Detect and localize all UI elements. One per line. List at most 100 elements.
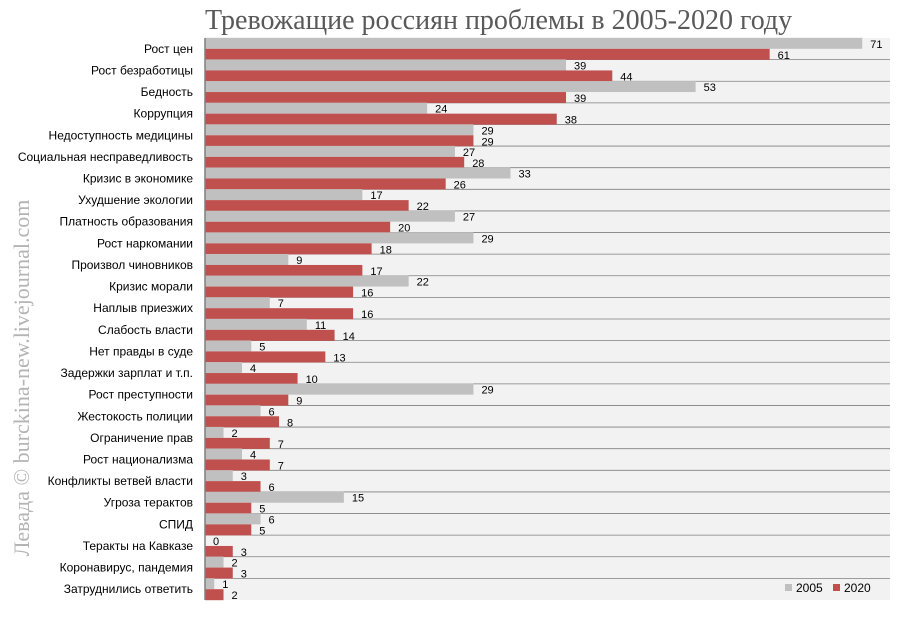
data-label-2020: 16 — [361, 309, 373, 321]
bar-2005 — [205, 297, 270, 309]
bar-2005 — [205, 232, 474, 244]
data-label-2005: 5 — [259, 341, 265, 353]
data-label-2005: 27 — [463, 147, 475, 159]
data-label-2005: 17 — [370, 190, 382, 202]
bar-2005 — [205, 124, 474, 136]
category-label: Угроза терактов — [104, 496, 193, 510]
category-label: Произвол чиновников — [71, 258, 193, 272]
bar-2005 — [205, 81, 696, 93]
legend-label-2020: 2020 — [844, 581, 871, 595]
bar-2020 — [205, 70, 613, 82]
bar-2020 — [205, 286, 354, 298]
data-label-2020: 6 — [269, 482, 275, 494]
data-label-2005: 29 — [481, 233, 493, 245]
bar-2020 — [205, 459, 270, 471]
data-label-2005: 39 — [574, 60, 586, 72]
category-label: Ограничение прав — [90, 431, 193, 445]
bar-2005 — [205, 426, 224, 438]
bar-2020 — [205, 48, 770, 60]
data-label-2005: 9 — [296, 255, 302, 267]
bar-2020 — [205, 351, 326, 363]
bar-2005 — [205, 37, 863, 49]
category-label: СПИД — [159, 517, 193, 531]
category-label: Рост преступности — [89, 388, 193, 402]
legend-swatch-2020 — [833, 584, 840, 591]
bar-2005 — [205, 383, 474, 395]
bar-2020 — [205, 92, 567, 104]
category-label: Ухудшение экологии — [78, 193, 193, 207]
data-label-2005: 11 — [315, 320, 326, 332]
category-label: Затруднились ответить — [64, 582, 193, 596]
category-label: Недоступность медицины — [49, 128, 193, 142]
category-label: Нет правды в суде — [89, 344, 193, 358]
bar-2020 — [205, 200, 409, 212]
category-label: Платность образования — [60, 215, 193, 229]
bar-2005 — [205, 318, 307, 330]
category-label: Бедность — [141, 85, 193, 99]
data-label-2020: 8 — [287, 417, 293, 429]
category-label: Рост цен — [144, 42, 193, 56]
bar-2020 — [205, 481, 261, 493]
data-label-2005: 27 — [463, 212, 475, 224]
data-label-2005: 0 — [213, 536, 219, 548]
data-label-2005: 29 — [481, 385, 493, 397]
category-label: Наплыв приезжих — [93, 301, 193, 315]
data-label-2005: 6 — [269, 514, 275, 526]
bar-2005 — [205, 340, 252, 352]
legend-label-2005: 2005 — [796, 581, 823, 595]
data-label-2020: 38 — [565, 115, 577, 127]
bar-2005 — [205, 145, 455, 157]
data-label-2020: 20 — [398, 223, 410, 235]
data-label-2020: 39 — [574, 93, 586, 105]
data-label-2020: 3 — [241, 547, 247, 559]
category-label: Кризис морали — [109, 280, 193, 294]
data-label-2005: 2 — [232, 428, 238, 440]
bar-2020 — [205, 394, 289, 406]
data-label-2005: 71 — [870, 39, 882, 51]
category-label: Теракты на Кавказе — [83, 539, 194, 553]
data-label-2020: 28 — [472, 158, 484, 170]
bar-2005 — [205, 59, 567, 71]
data-label-2005: 6 — [269, 406, 275, 418]
data-label-2020: 16 — [361, 288, 373, 300]
data-label-2020: 5 — [259, 525, 265, 537]
bar-2020 — [205, 524, 252, 536]
bar-2020 — [205, 329, 335, 341]
bar-2005 — [205, 167, 511, 179]
category-label: Жестокость полиции — [77, 409, 193, 423]
bar-2020 — [205, 135, 474, 147]
category-label: Социальная несправедливость — [18, 150, 193, 164]
data-label-2020: 7 — [278, 461, 284, 473]
data-label-2005: 24 — [435, 104, 447, 116]
data-label-2020: 29 — [481, 136, 493, 148]
data-label-2005: 53 — [704, 82, 716, 94]
bar-2020 — [205, 589, 224, 601]
category-label: Рост национализма — [83, 453, 193, 467]
bar-2005 — [205, 102, 428, 114]
data-label-2020: 13 — [333, 352, 345, 364]
data-label-2005: 4 — [250, 363, 256, 375]
category-label: Коронавирус, пандемия — [60, 561, 193, 575]
data-label-2005: 15 — [352, 493, 364, 505]
data-label-2020: 61 — [778, 50, 790, 62]
category-label: Рост наркомании — [97, 236, 193, 250]
data-label-2020: 14 — [343, 331, 355, 343]
bar-2005 — [205, 513, 261, 525]
category-label: Рост безработицы — [91, 63, 193, 77]
bar-2005 — [205, 275, 409, 287]
data-label-2020: 17 — [370, 266, 382, 278]
category-label: Кризис в экономике — [83, 172, 193, 186]
data-label-2020: 18 — [380, 244, 392, 256]
category-label: Коррупция — [134, 107, 193, 121]
data-label-2005: 33 — [518, 169, 530, 181]
data-label-2005: 29 — [481, 125, 493, 137]
data-label-2020: 44 — [620, 71, 632, 83]
bar-2005 — [205, 470, 233, 482]
data-label-2020: 9 — [296, 396, 302, 408]
data-label-2005: 1 — [222, 579, 228, 591]
bar-2005 — [205, 556, 224, 568]
bar-2005 — [205, 253, 289, 265]
bar-2020 — [205, 567, 233, 579]
bar-2005 — [205, 362, 243, 374]
bar-2020 — [205, 308, 354, 320]
